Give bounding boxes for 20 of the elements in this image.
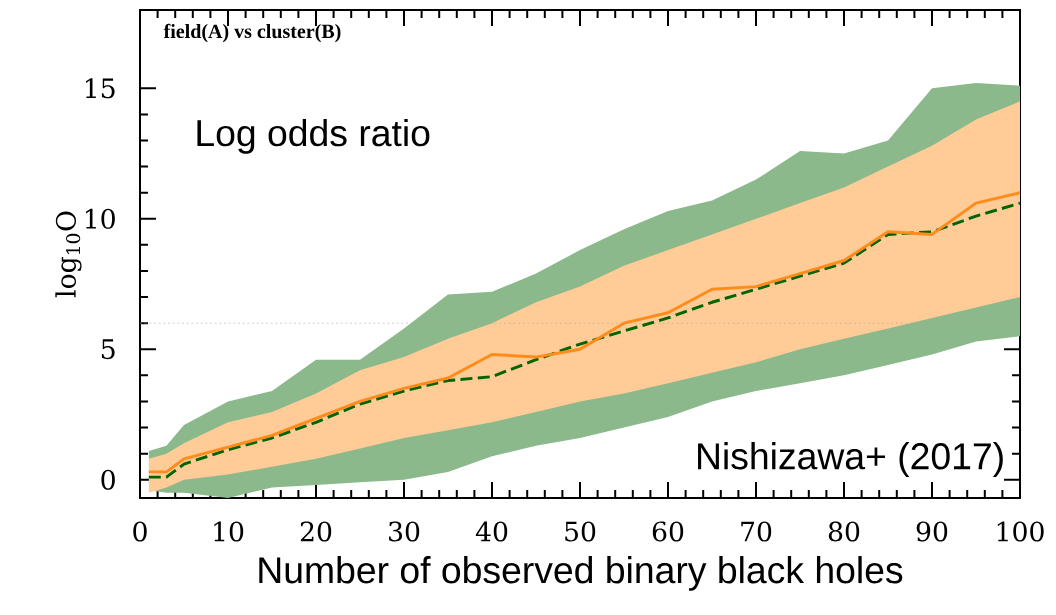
x-axis-title: Number of observed binary black holes <box>259 556 903 591</box>
y-tick-label: 5 <box>101 339 115 360</box>
x-tick-label: 50 <box>565 521 596 542</box>
x-tick-label: 40 <box>475 521 508 542</box>
x-tick-label: 100 <box>997 521 1044 542</box>
y-tick-label: 10 <box>85 208 115 229</box>
y-tick-label: 15 <box>85 78 115 99</box>
x-tick-label: 20 <box>300 521 332 542</box>
x-tick-label: 80 <box>828 521 860 542</box>
x-tick-label: 10 <box>214 521 244 542</box>
x-tick-label: 70 <box>741 521 772 542</box>
annotation: field(A) vs cluster(B) <box>163 23 341 43</box>
y-axis-title: log$_{10}$O <box>55 211 82 298</box>
x-tick-label: 30 <box>389 521 420 542</box>
x-tick-label: 60 <box>652 521 684 542</box>
x-tick-label: 0 <box>133 521 147 542</box>
annotation: Log odds ratio <box>197 118 430 154</box>
annotation: Nishizawa+ (2017) <box>698 442 1003 477</box>
y-tick-label: 0 <box>101 469 115 490</box>
x-tick-label: 90 <box>916 521 948 542</box>
